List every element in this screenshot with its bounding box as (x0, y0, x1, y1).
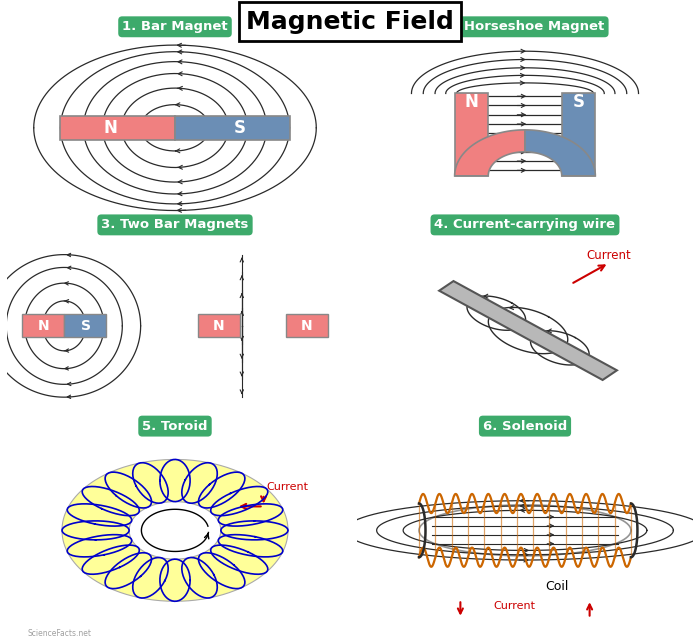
Text: 5. Toroid: 5. Toroid (142, 420, 208, 433)
Text: S: S (573, 93, 584, 111)
Text: N: N (38, 319, 50, 333)
FancyBboxPatch shape (561, 93, 595, 176)
Text: 2. Horseshoe Magnet: 2. Horseshoe Magnet (445, 20, 605, 33)
FancyBboxPatch shape (455, 93, 489, 176)
Text: N: N (213, 319, 225, 333)
FancyBboxPatch shape (286, 314, 328, 337)
Text: Magnetic Field: Magnetic Field (246, 10, 454, 34)
Text: 6. Solenoid: 6. Solenoid (483, 420, 567, 433)
FancyBboxPatch shape (175, 116, 290, 140)
Text: 4. Current-carrying wire: 4. Current-carrying wire (435, 219, 615, 231)
Polygon shape (525, 130, 595, 176)
Polygon shape (62, 459, 288, 601)
Text: S: S (234, 119, 246, 137)
Polygon shape (439, 281, 617, 380)
FancyBboxPatch shape (64, 314, 106, 337)
Text: 1. Bar Magnet: 1. Bar Magnet (122, 20, 228, 33)
Text: ScienceFacts.net: ScienceFacts.net (28, 629, 92, 638)
Text: N: N (301, 319, 312, 333)
FancyBboxPatch shape (22, 314, 64, 337)
FancyBboxPatch shape (198, 314, 240, 337)
FancyBboxPatch shape (60, 116, 175, 140)
Text: N: N (465, 93, 478, 111)
Text: Current: Current (586, 249, 631, 262)
Text: S: S (80, 319, 91, 333)
Text: 3. Two Bar Magnets: 3. Two Bar Magnets (102, 219, 248, 231)
Text: N: N (103, 119, 117, 137)
Text: Coil: Coil (545, 580, 569, 593)
Polygon shape (455, 130, 525, 176)
Text: Current: Current (494, 601, 536, 611)
Text: Current: Current (267, 482, 309, 492)
